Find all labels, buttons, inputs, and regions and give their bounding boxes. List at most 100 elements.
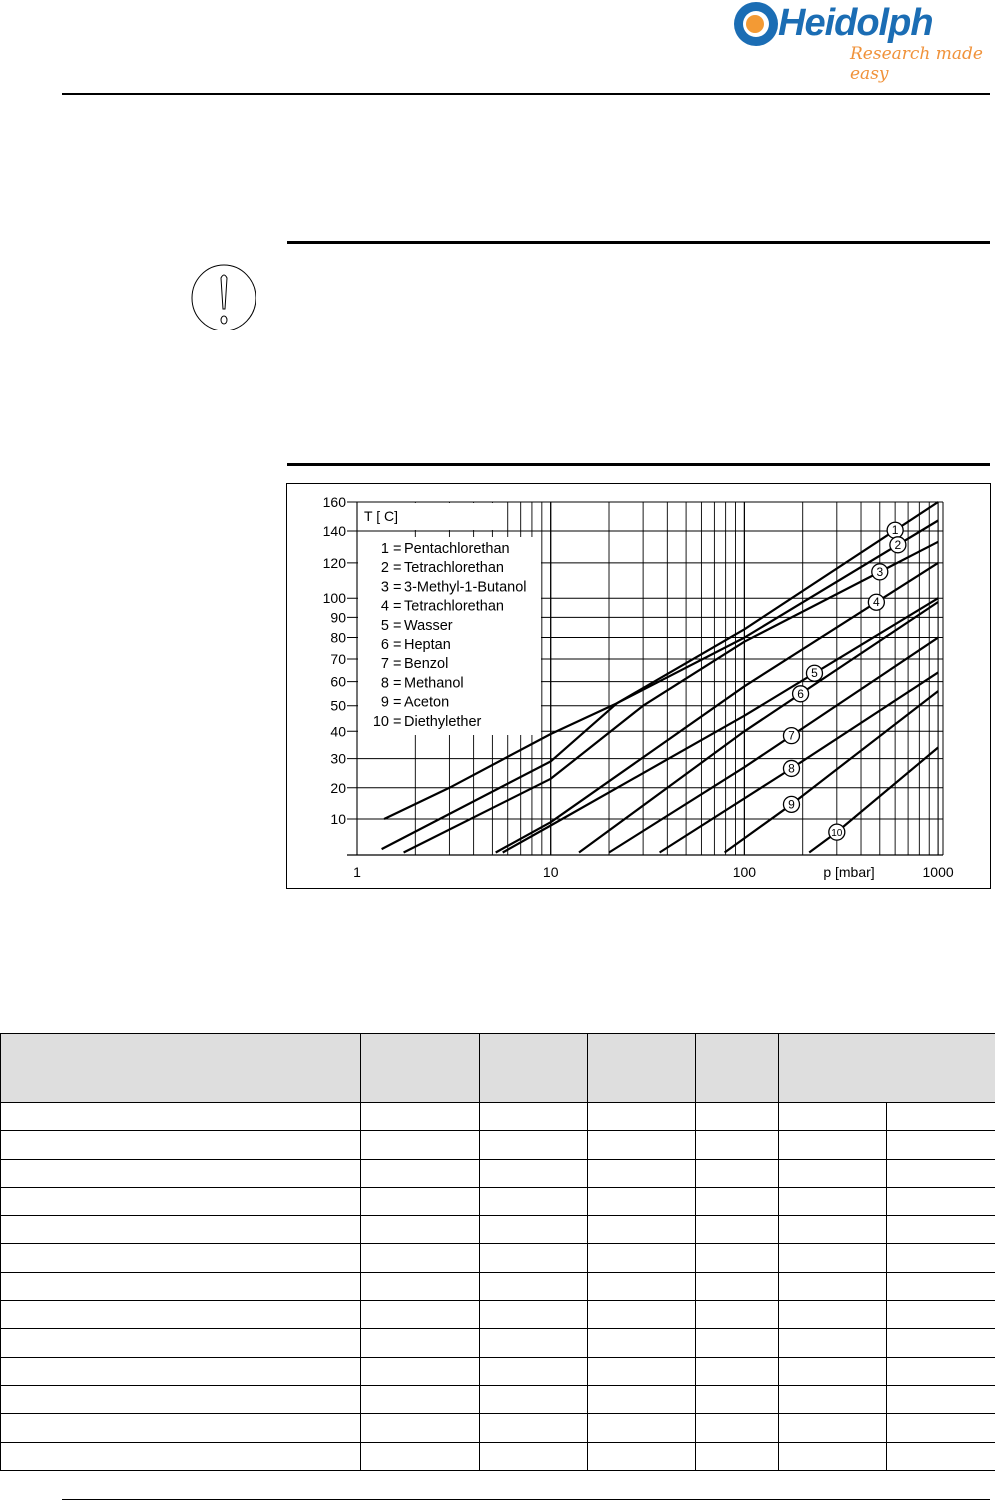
table-cell — [778, 1384, 887, 1415]
series-line-6 — [578, 601, 939, 854]
legend-equals: = — [393, 618, 401, 634]
table-cell — [778, 1130, 887, 1160]
y-tick-label: 20 — [330, 780, 346, 796]
legend-number: 3 — [381, 579, 389, 595]
series-label-circle — [828, 823, 846, 841]
notice-top-rule — [287, 241, 990, 244]
table-cell — [479, 1271, 588, 1302]
legend-equals: = — [393, 656, 401, 672]
table-cell — [360, 1271, 480, 1302]
table-cell — [695, 1186, 779, 1217]
y-tick-label: 60 — [330, 674, 346, 690]
legend-entry: Wasser — [404, 618, 453, 634]
legend-entry: Benzol — [404, 656, 448, 672]
header-rule — [62, 93, 990, 95]
legend-entry: Tetrachlorethan — [404, 560, 504, 576]
y-tick-label: 80 — [330, 630, 346, 646]
table-row — [0, 1413, 995, 1443]
table-cell — [0, 1158, 361, 1188]
table-row — [0, 1441, 995, 1471]
table-cell — [479, 1356, 588, 1386]
series-line-1 — [383, 501, 939, 820]
legend-equals: = — [393, 675, 401, 691]
logo-mark-icon — [734, 2, 778, 46]
series-label-circle — [782, 727, 801, 745]
series-label: 2 — [895, 538, 902, 552]
table-cell — [886, 1356, 995, 1386]
table-cell — [587, 1243, 696, 1273]
table-cell — [360, 1356, 480, 1386]
series-label: 3 — [876, 565, 883, 579]
series-line-2 — [381, 519, 939, 851]
y-tick-label: 70 — [330, 651, 346, 667]
table-cell — [479, 1101, 588, 1132]
table-cell — [587, 1441, 696, 1471]
table-cell — [695, 1271, 779, 1302]
series-label-circle — [791, 685, 810, 703]
table-cell — [778, 1186, 887, 1217]
table-cell — [587, 1413, 696, 1443]
series-line-7 — [608, 636, 939, 854]
table-cell — [778, 1243, 887, 1273]
table-cell — [587, 1130, 696, 1160]
table-row — [0, 1186, 995, 1217]
table-cell — [0, 1101, 361, 1132]
table-row — [0, 1158, 995, 1188]
legend-equals: = — [393, 579, 401, 595]
table-cell — [0, 1328, 361, 1358]
table-cell — [0, 1441, 361, 1471]
table-cell — [778, 1101, 887, 1132]
y-axis-label-bg — [358, 503, 498, 530]
table-cell — [695, 1130, 779, 1160]
table-header-cell — [778, 1033, 995, 1103]
table-cell — [0, 1413, 361, 1443]
table-cell — [360, 1413, 480, 1443]
series-line-4 — [495, 561, 939, 854]
table-row — [0, 1101, 995, 1132]
table-cell — [886, 1101, 995, 1132]
logo-brand: Heidolph — [778, 2, 934, 44]
table-cell — [479, 1186, 588, 1217]
legend-entry: Aceton — [404, 695, 449, 711]
table-cell — [886, 1158, 995, 1188]
table-cell — [886, 1413, 995, 1443]
legend-number: 6 — [381, 637, 389, 653]
table-cell — [479, 1441, 588, 1471]
legend-equals: = — [393, 599, 401, 615]
table-cell — [479, 1384, 588, 1415]
table-cell — [0, 1300, 361, 1330]
legend-equals: = — [393, 637, 401, 653]
legend-number: 9 — [381, 695, 389, 711]
legend-number: 4 — [381, 599, 389, 615]
table-row — [0, 1243, 995, 1273]
table-header-cell — [0, 1033, 361, 1103]
table-header-cell — [360, 1033, 480, 1103]
table-row — [0, 1356, 995, 1386]
table-header-row — [0, 1033, 995, 1103]
series-label-circle — [782, 759, 801, 778]
x-tick-label: 1 — [353, 864, 361, 880]
table-cell — [479, 1215, 588, 1245]
table-cell — [587, 1101, 696, 1132]
legend-entry: Diethylether — [404, 714, 482, 730]
table-cell — [479, 1158, 588, 1188]
table-row — [0, 1215, 995, 1245]
series-label-circle — [782, 795, 801, 814]
table-cell — [587, 1384, 696, 1415]
table-row — [0, 1271, 995, 1302]
table-cell — [886, 1271, 995, 1302]
table-row — [0, 1384, 995, 1415]
table-cell — [695, 1356, 779, 1386]
table-cell — [0, 1243, 361, 1273]
table-cell — [360, 1441, 480, 1471]
y-tick-label: 100 — [323, 590, 347, 606]
table-cell — [360, 1328, 480, 1358]
legend-number: 7 — [381, 656, 389, 672]
legend-entry: Methanol — [404, 675, 464, 691]
series-line-5 — [502, 597, 939, 854]
table-cell — [695, 1441, 779, 1471]
table-cell — [0, 1384, 361, 1415]
y-tick-label: 50 — [330, 698, 346, 714]
table-cell — [886, 1215, 995, 1245]
series-label: 7 — [788, 729, 795, 743]
